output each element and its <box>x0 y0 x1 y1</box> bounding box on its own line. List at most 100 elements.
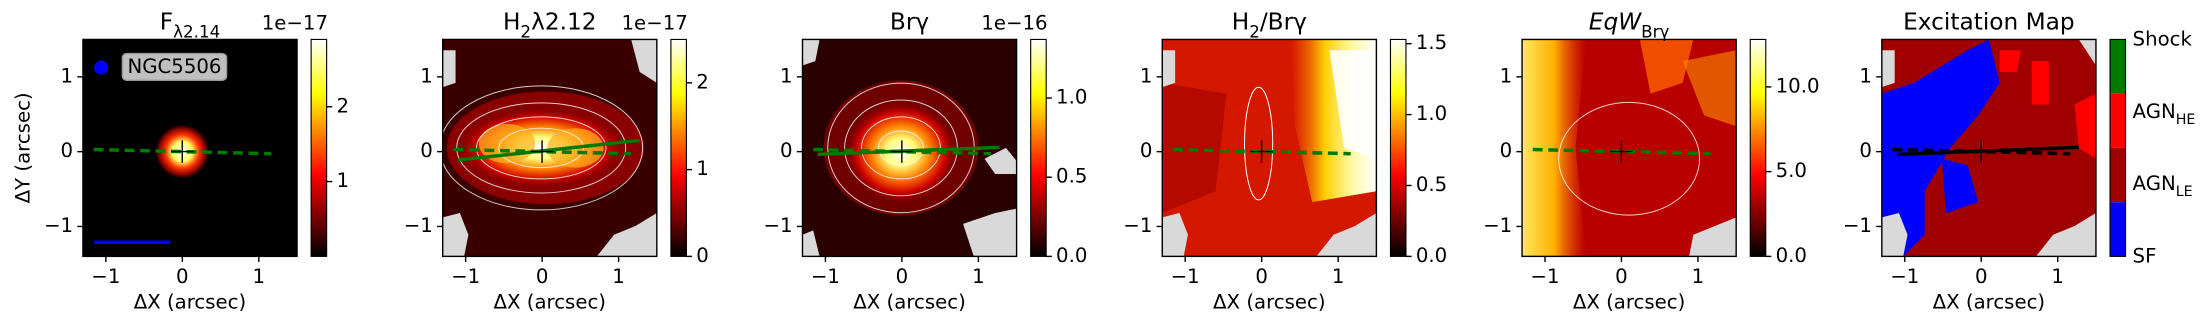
colorbar-tick-label: 0 <box>696 244 709 267</box>
x-tick-label: −1 <box>91 265 120 288</box>
x-tick-label: 0 <box>1255 265 1268 288</box>
y-tick-label: −1 <box>404 214 433 237</box>
y-tick-label: 0 <box>1859 139 1872 162</box>
colorbar-tick-label: 0.0 <box>1056 244 1087 267</box>
x-axis-label: ΔX (arcsec) <box>1933 290 2046 313</box>
x-tick-label: 1 <box>253 265 266 288</box>
offset-text: 1e−16 <box>981 11 1047 34</box>
map-region <box>1999 50 2022 72</box>
colorbar-class-label: Shock <box>2133 27 2193 50</box>
y-tick-label: 0 <box>1140 139 1153 162</box>
colorbar-class-label: AGNHE <box>2133 99 2196 127</box>
colorbar-class-label-part: AGN <box>2133 99 2176 122</box>
map-region <box>1639 39 1694 94</box>
x-tick-label: 0 <box>536 265 549 288</box>
axes-frame <box>801 38 1018 258</box>
colorbar <box>1749 38 1767 257</box>
scale-label: 128 pc <box>94 209 161 232</box>
x-tick-label: −1 <box>811 265 840 288</box>
map-region <box>2031 61 2049 105</box>
colorbar-class-label-part: SF <box>2133 244 2157 267</box>
colorbar-tick-label: 2 <box>336 94 349 117</box>
colorbar-segment <box>2110 202 2126 257</box>
colorbar-tick-label: 1.0 <box>1416 102 1447 125</box>
colorbar <box>1030 38 1047 257</box>
colorbar-class-label: SF <box>2133 244 2157 267</box>
panel-title-part: λ2.14 <box>173 21 220 41</box>
colorbar-class-label-part: AGN <box>2133 172 2176 195</box>
panel-title-part: H <box>1232 8 1249 35</box>
map-region <box>475 116 607 180</box>
colorbar <box>670 38 687 257</box>
x-tick-label: 1 <box>2051 265 2064 288</box>
panel-title: EqWBrγ <box>1589 8 1670 41</box>
map-region <box>1329 50 1377 159</box>
map-region <box>2078 39 2096 66</box>
map-region <box>1881 50 1895 88</box>
map-region <box>442 212 469 257</box>
x-tick-label: −1 <box>451 265 480 288</box>
map-region <box>2035 212 2096 257</box>
offset-text: 1e−17 <box>262 11 328 34</box>
x-tick-label: 0 <box>176 265 189 288</box>
y-tick-label: 0 <box>61 139 74 162</box>
y-tick-label: −1 <box>1123 214 1152 237</box>
map-region <box>1162 212 1188 257</box>
y-tick-label: 1 <box>420 64 433 87</box>
panel-title-part: 2 <box>520 21 531 41</box>
colorbar-tick-label: 1.5 <box>1416 31 1447 54</box>
y-tick-label: 1 <box>61 64 74 87</box>
colorbar-tick-label: 0.5 <box>1056 165 1087 188</box>
label-box <box>121 52 228 81</box>
colorbar-tick-label: 1 <box>336 169 349 192</box>
colorbar-class-label-part: HE <box>2176 112 2196 128</box>
x-axis-label: ΔX (arcsec) <box>1213 290 1326 313</box>
axes-frame <box>82 38 298 258</box>
colorbar <box>310 38 328 257</box>
y-tick-label: −1 <box>1483 214 1512 237</box>
y-axis-label: ΔY (arcsec) <box>11 92 34 203</box>
x-tick-label: 1 <box>1692 265 1705 288</box>
map-region <box>1689 217 1737 257</box>
panel-title-part: 2 <box>1249 21 1260 41</box>
x-tick-label: 0 <box>1615 265 1628 288</box>
x-tick-label: 0 <box>896 265 909 288</box>
pa-line <box>453 147 632 156</box>
map-region <box>1881 212 1908 257</box>
x-tick-label: −1 <box>1171 265 1200 288</box>
galaxy-marker <box>94 60 109 75</box>
colorbar-tick-label: 0.0 <box>1776 244 1807 267</box>
x-axis-label: ΔX (arcsec) <box>853 290 965 313</box>
panel-title-part: H <box>503 8 520 35</box>
map-region <box>1162 82 1227 213</box>
colorbar-tick-label: 2 <box>696 70 709 93</box>
panel-title-part: λ2.12 <box>531 8 596 35</box>
y-tick-label: 0 <box>1500 139 1513 162</box>
x-tick-label: −1 <box>1530 265 1559 288</box>
x-tick-label: −1 <box>1890 265 1919 288</box>
panel-title: Excitation Map <box>1903 8 2075 35</box>
panel-title-part: Excitation Map <box>1903 8 2075 35</box>
map <box>442 39 657 257</box>
colorbar-tick-label: 5.0 <box>1776 159 1807 182</box>
panel-title-part: F <box>160 8 173 35</box>
panel-title: Brγ <box>890 8 929 35</box>
axes-frame <box>1521 38 1737 258</box>
y-tick-label: 0 <box>420 139 433 162</box>
colorbar-class-label: AGNLE <box>2133 172 2193 200</box>
map-region <box>877 130 925 166</box>
map-region <box>442 85 644 211</box>
panel-title: Fλ2.14 <box>160 8 221 41</box>
y-tick-label: 1 <box>780 64 793 87</box>
x-tick-label: 1 <box>972 265 985 288</box>
map-region <box>1522 39 1587 257</box>
map-region <box>631 39 657 83</box>
panel-title: H2/Brγ <box>1232 8 1307 41</box>
pa-line <box>813 147 991 156</box>
galaxy-name: NGC5506 <box>127 55 221 78</box>
map-region <box>802 39 820 66</box>
panel-title-part: Brγ <box>890 8 929 35</box>
map-region <box>963 208 1017 257</box>
map <box>1162 39 1377 257</box>
